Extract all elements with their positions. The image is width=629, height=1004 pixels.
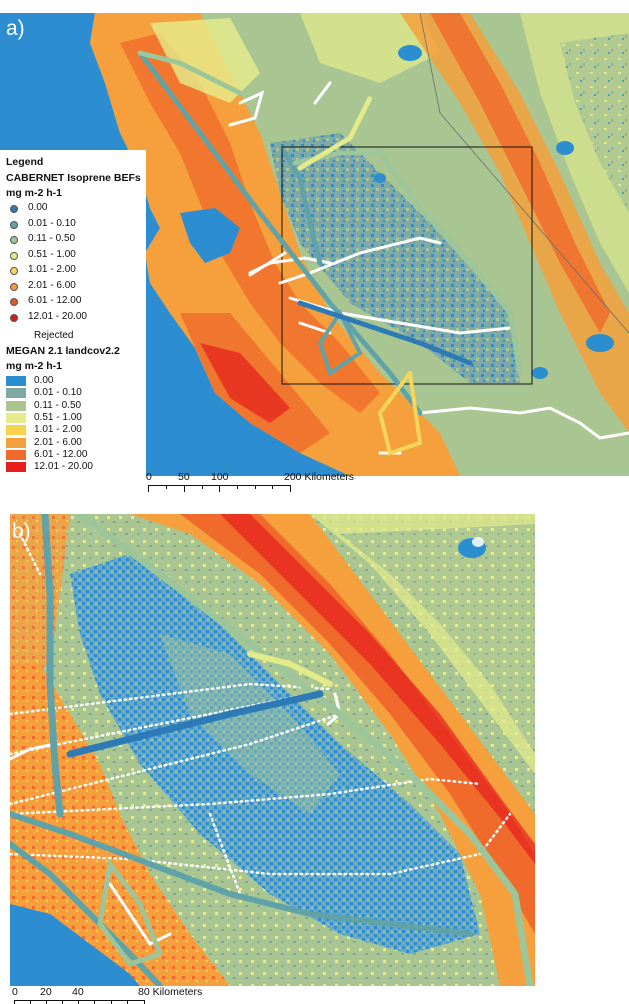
megan-class-label: 0.01 - 0.10 — [34, 387, 82, 399]
cabernet-swatch-4 — [10, 267, 18, 275]
scalebar-a-tick-0: 0 — [146, 471, 152, 483]
map-panel-a: a) — [0, 13, 629, 476]
megan-class-label: 0.11 - 0.50 — [34, 399, 82, 411]
flight-tracks-b — [10, 532, 512, 896]
cabernet-swatch-3 — [10, 251, 18, 260]
legend-heading: Legend — [6, 156, 44, 168]
map-legend: Legend CABERNET Isoprene BEFs mg m-2 h-1… — [0, 150, 146, 476]
cabernet-swatch-7 — [10, 313, 18, 322]
cabernet-class-label: 1.01 - 2.00 — [28, 264, 76, 275]
megan-swatch-1 — [6, 388, 26, 399]
cabernet-swatch-0 — [10, 205, 18, 213]
scalebar-b-tick-40: 40 — [72, 986, 84, 998]
scalebar-b-tick-80: 80 Kilometers — [138, 986, 203, 998]
megan-swatch-7 — [6, 462, 26, 473]
cabernet-class-label: 12.01 - 20.00 — [28, 310, 87, 322]
cabernet-class-label: 6.01 - 12.00 — [28, 295, 82, 306]
megan-class-label: 1.01 - 2.00 — [34, 424, 82, 436]
scalebar-b: 0 20 40 80 Kilometers — [12, 986, 214, 1004]
megan-swatch-2 — [6, 400, 26, 411]
cabernet-swatch-6 — [10, 298, 18, 306]
map-a-svg — [0, 13, 629, 476]
scalebar-a-tick-100: 100 — [211, 471, 229, 483]
scalebar-b-tick-20: 20 — [40, 986, 52, 998]
scalebar-a-tick-50: 50 — [178, 471, 190, 483]
panel-label-b: b) — [12, 520, 31, 543]
cabernet-title: CABERNET Isoprene BEFs — [6, 172, 141, 184]
cabernet-class-label: 0.51 - 1.00 — [28, 248, 76, 260]
megan-swatch-0 — [6, 376, 26, 386]
cabernet-class-label: 2.01 - 6.00 — [28, 279, 76, 291]
map-b-svg — [10, 514, 535, 986]
panel-label-a: a) — [6, 17, 25, 40]
flight-tracks-colored-b — [10, 514, 534, 986]
megan-swatch-6 — [6, 449, 26, 460]
megan-class-label: 0.51 - 1.00 — [34, 411, 82, 423]
cabernet-class-label: 0.11 - 0.50 — [28, 233, 76, 244]
cabernet-swatch-2 — [10, 236, 18, 244]
cabernet-units: mg m-2 h-1 — [6, 187, 63, 199]
map-panel-b: b) — [10, 514, 535, 986]
megan-units: mg m-2 h-1 — [6, 360, 63, 372]
cabernet-class-label: 0.00 — [28, 202, 48, 213]
cabernet-class-label: 0.01 - 0.10 — [28, 217, 76, 229]
megan-swatch-4 — [6, 425, 26, 436]
scalebar-b-tick-0: 0 — [12, 986, 18, 998]
study-area-box — [281, 146, 533, 385]
scalebar-a: 0 50 100 200 Kilometers — [146, 471, 358, 499]
central-valley-b — [70, 554, 480, 954]
central-valley — [270, 133, 520, 383]
cabernet-swatch-1 — [10, 220, 18, 229]
megan-class-label: 0.00 — [34, 375, 54, 386]
scalebar-a-tick-200: 200 Kilometers — [284, 471, 355, 483]
megan-title: MEGAN 2.1 landcov2.2 — [6, 345, 120, 357]
megan-class-label: 6.01 - 12.00 — [34, 448, 88, 460]
flight-tracks-dotted-a — [137, 50, 523, 456]
cabernet-swatch-5 — [10, 282, 18, 291]
megan-class-label: 12.01 - 20.00 — [34, 461, 93, 473]
rejected-label: Rejected — [34, 330, 74, 341]
megan-class-label: 2.01 - 6.00 — [34, 436, 82, 448]
megan-swatch-5 — [6, 437, 26, 448]
megan-swatch-3 — [6, 412, 26, 423]
